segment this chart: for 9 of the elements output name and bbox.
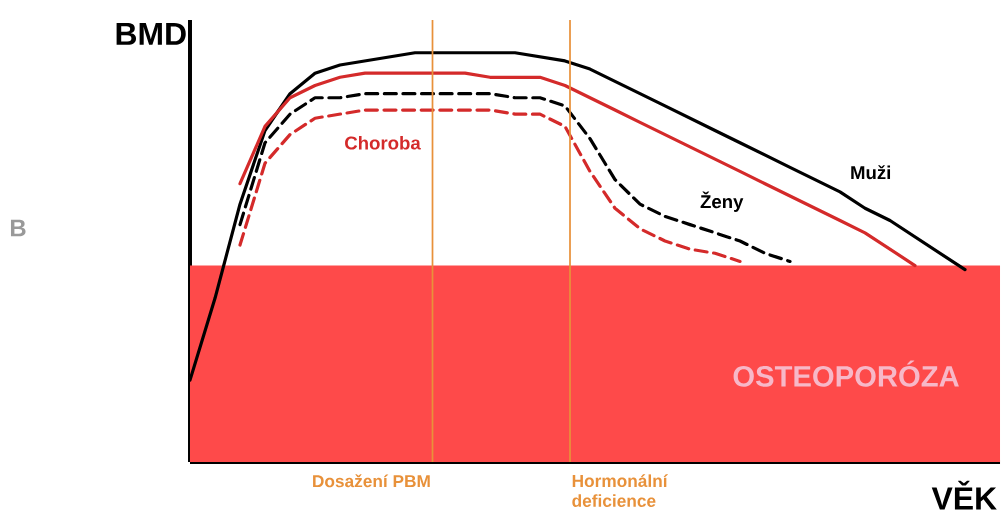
y-axis-title: BMD: [116, 22, 186, 45]
series-label: Ženy: [700, 191, 744, 212]
annotation: Choroba: [345, 135, 421, 150]
text: Hormonální deficience: [572, 474, 669, 507]
series-label: Muži: [851, 165, 891, 180]
x-axis-title: VĚK: [931, 480, 997, 510]
band-label: OSTEOPORÓZA: [733, 360, 959, 387]
text: B: [10, 219, 26, 237]
text: Dosažení PBM: [313, 474, 430, 488]
